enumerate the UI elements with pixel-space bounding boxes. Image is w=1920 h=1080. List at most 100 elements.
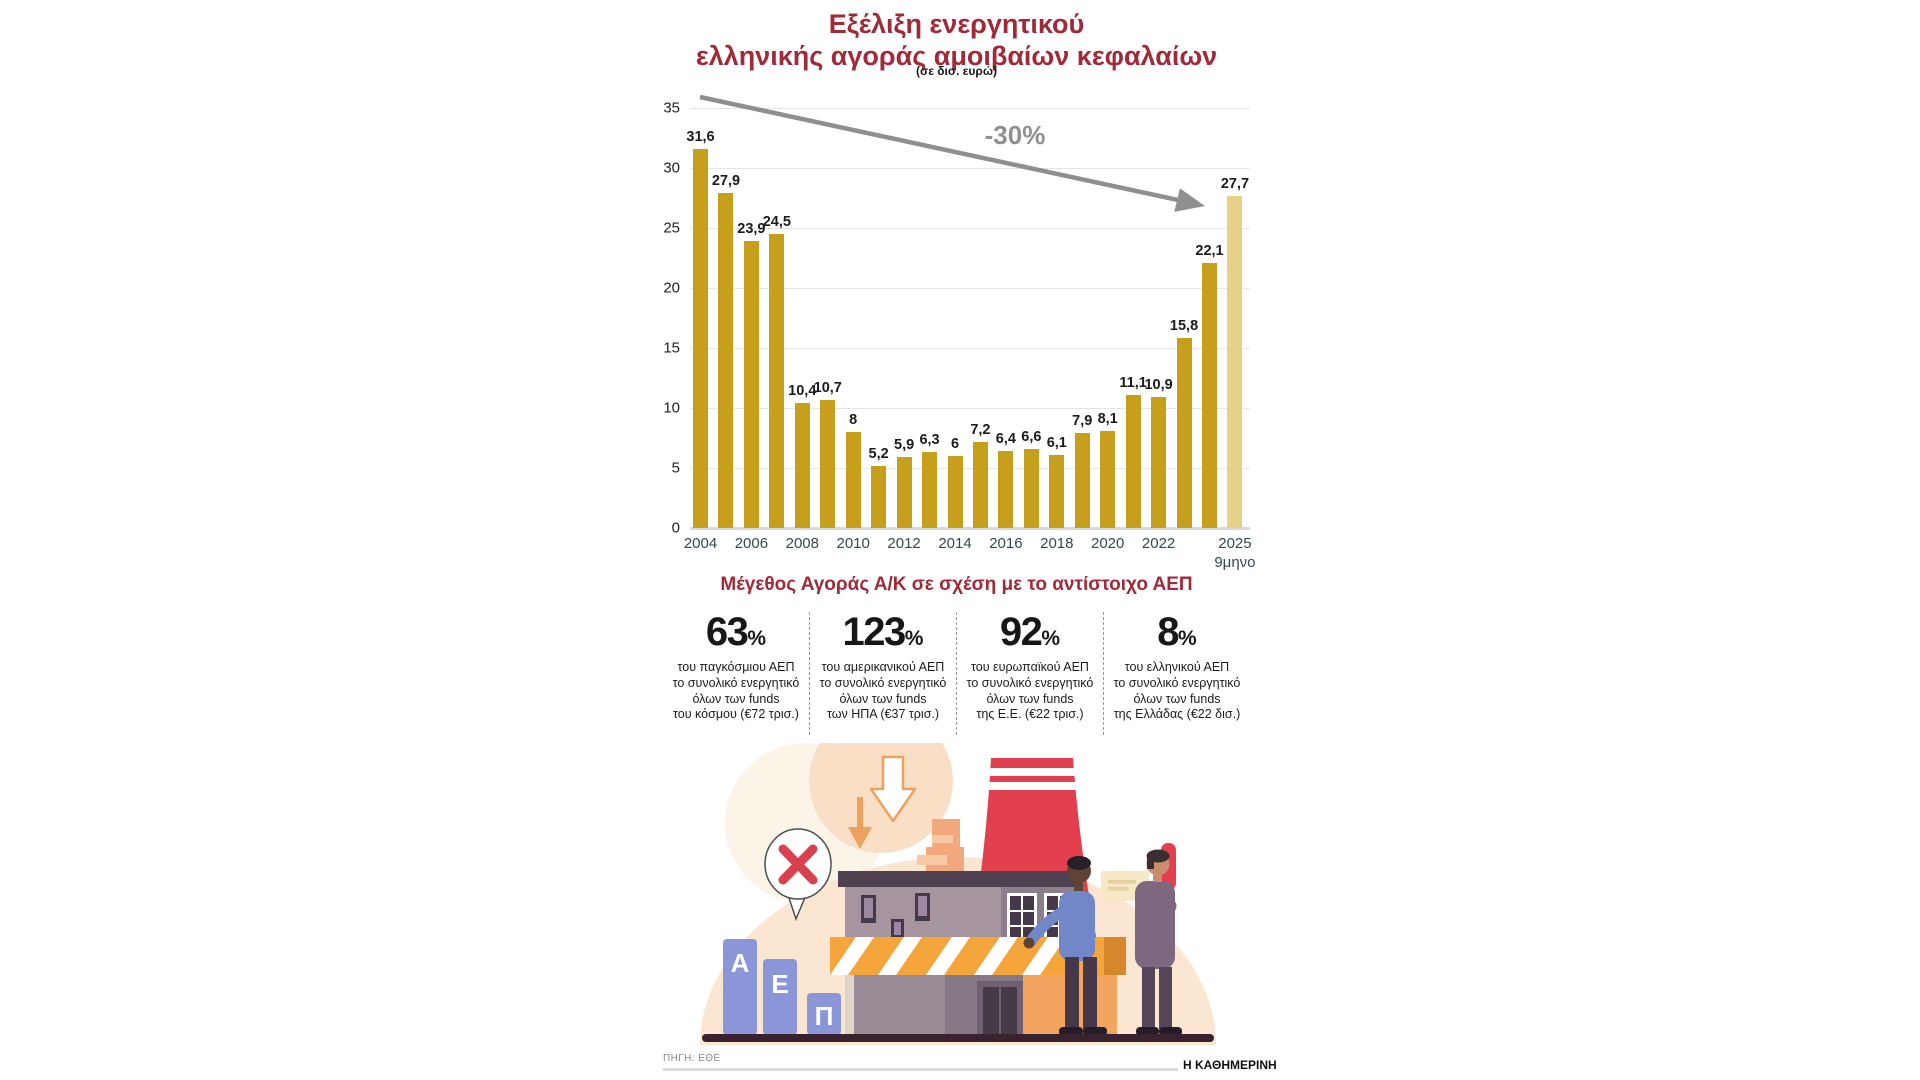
down-arrow-outline-icon xyxy=(869,755,917,823)
bar-value-label: 6,6 xyxy=(1021,429,1042,445)
trend-arrow-line xyxy=(699,94,1179,203)
bar-2019 xyxy=(1074,433,1090,528)
stat-8-pct: 8% του ελληνικού ΑΕΠ το συνολικό ενεργητικ… xyxy=(1104,612,1250,735)
bar-2016 xyxy=(998,451,1014,528)
bar-value-label: 15,8 xyxy=(1169,318,1199,334)
bar-value-label: 10,7 xyxy=(813,380,842,396)
person-blue-shirt xyxy=(1023,856,1107,1036)
x-axis-tick: 2014 xyxy=(938,535,972,552)
gridline-35 xyxy=(690,108,1250,109)
bar-2015 xyxy=(972,442,988,528)
source-label: ΠΗΓΗ: ΕΘΕ xyxy=(663,1053,721,1064)
y-axis-tick: 35 xyxy=(663,99,680,117)
gridline-0 xyxy=(690,527,1250,530)
illustration: Α Ε Π xyxy=(700,743,1216,1045)
down-arrow-solid-icon xyxy=(848,797,872,849)
stat-63-pct: 63% του παγκόσμιου ΑΕΠ το συνολικό ενεργητ… xyxy=(663,610,810,736)
bar-value-label: 5,9 xyxy=(894,437,915,453)
bar-2025 xyxy=(1227,196,1243,528)
bar-2007 xyxy=(769,234,785,528)
y-axis-tick: 20 xyxy=(663,279,680,297)
y-axis-tick: 30 xyxy=(663,159,680,177)
bar-value-label: 7,9 xyxy=(1072,413,1093,429)
bar-value-label: 6,1 xyxy=(1046,435,1067,451)
trend-annotation: -30% xyxy=(984,120,1046,150)
stat-description: του αμερικανικού ΑΕΠ το συνολικό ενεργητι… xyxy=(819,660,947,722)
stat-description: του ευρωπαϊκού ΑΕΠ το συνολικό ενεργητικό… xyxy=(966,660,1094,722)
x-axis-tick: 2018 xyxy=(1040,535,1074,552)
chart-unit-note: (σε δισ. ευρώ) xyxy=(916,64,997,78)
aep-bar-pi xyxy=(807,993,841,1035)
x-axis-tick: 2025 9μηνο xyxy=(1214,535,1256,571)
stat-value: 92% xyxy=(999,610,1061,654)
bar-value-label: 10,9 xyxy=(1144,377,1173,393)
stat-value: 123% xyxy=(842,610,924,654)
aep-letter-pi: Π xyxy=(815,1001,834,1031)
section-title: Μέγεθος Αγοράς Α/Κ σε σχέση με το αντίστ… xyxy=(720,574,1193,595)
x-axis-tick: 2012 xyxy=(887,535,921,552)
stat-value: 8% xyxy=(1157,610,1197,654)
stat-description: του ελληνικού ΑΕΠ το συνολικό ενεργητικό ό… xyxy=(1113,660,1241,722)
gridline-20 xyxy=(690,288,1250,289)
bar-2014 xyxy=(947,456,963,528)
page-title: Εξέλιξη ενεργητικού ελληνικής αγοράς αμο… xyxy=(600,8,1313,72)
x-axis-tick: 2004 xyxy=(683,535,718,552)
y-axis-tick: 5 xyxy=(671,459,680,477)
bar-2021 xyxy=(1125,395,1141,528)
ground-line xyxy=(702,1034,1214,1042)
rejection-speech-bubble xyxy=(764,828,832,922)
aep-bar-epsilon xyxy=(763,959,797,1035)
gridline-15 xyxy=(690,348,1250,349)
gridline-30 xyxy=(690,168,1250,169)
bar-2022 xyxy=(1151,397,1167,528)
x-axis-tick: 2010 xyxy=(836,535,870,552)
y-axis-tick: 15 xyxy=(663,339,680,357)
bar-value-label: 27,9 xyxy=(711,173,741,189)
aep-bar-alpha xyxy=(723,939,757,1035)
bar-value-label: 6,3 xyxy=(919,432,940,448)
building-roof xyxy=(838,871,1081,887)
aep-letter-alpha: Α xyxy=(731,948,750,978)
bar-2013 xyxy=(922,452,938,528)
x-axis-tick: 2022 xyxy=(1141,535,1176,552)
aep-bars: Α Ε Π xyxy=(723,939,841,1035)
x-axis-tick: 2016 xyxy=(989,535,1023,552)
bar-2017 xyxy=(1023,449,1039,528)
bar-value-label: 6,4 xyxy=(995,431,1016,447)
stat-value: 63% xyxy=(705,610,767,654)
bar-2018 xyxy=(1049,455,1065,528)
bar-value-label: 31,6 xyxy=(686,129,715,145)
y-axis-tick: 10 xyxy=(663,399,680,417)
bar-2020 xyxy=(1100,431,1116,528)
page-title-line2: ελληνικής αγοράς αμοιβαίων κεφαλαίων xyxy=(695,41,1218,71)
x-axis-tick: 2008 xyxy=(785,535,819,552)
y-axis-tick: 25 xyxy=(663,219,680,237)
bar-2006 xyxy=(743,241,759,528)
barrier-end-cap xyxy=(1104,937,1126,975)
aep-letter-epsilon: Ε xyxy=(771,969,788,999)
tower-stripes xyxy=(974,768,1088,790)
publisher-logo: Η ΚΑΘΗΜΕΡΙΝΗ xyxy=(1183,1058,1277,1072)
trend-arrow-head xyxy=(1174,188,1205,212)
bar-value-label: 8,1 xyxy=(1097,411,1118,427)
y-axis-tick: 0 xyxy=(671,519,680,537)
bar-2023 xyxy=(1176,338,1192,528)
stats-row: 63% του παγκόσμιου ΑΕΠ το συνολικό ενεργητ… xyxy=(663,610,1250,736)
bar-2004 xyxy=(693,149,708,528)
bar-2010 xyxy=(845,432,861,528)
bar-value-label: 22,1 xyxy=(1195,243,1224,259)
x-mark-icon xyxy=(778,844,818,885)
bar-value-label: 6 xyxy=(950,436,960,452)
stat-123-pct: 123% του αμερικανικού ΑΕΠ το συνολικό ενερ… xyxy=(810,610,957,736)
footer-divider xyxy=(663,1068,1178,1071)
stat-92-pct: 92% του ευρωπαϊκού ΑΕΠ το συνολικό ενεργητ… xyxy=(957,610,1104,736)
building-door xyxy=(977,981,1023,1035)
bar-2011 xyxy=(871,466,887,528)
bar-value-label: 27,7 xyxy=(1220,176,1250,192)
gridline-5 xyxy=(690,468,1250,469)
stat-description: του παγκόσμιου ΑΕΠ το συνολικό ενεργητικό… xyxy=(672,660,800,722)
bar-value-label: 23,9 xyxy=(737,221,766,237)
bar-2008 xyxy=(794,403,810,528)
bar-value-label: 7,2 xyxy=(970,422,991,438)
